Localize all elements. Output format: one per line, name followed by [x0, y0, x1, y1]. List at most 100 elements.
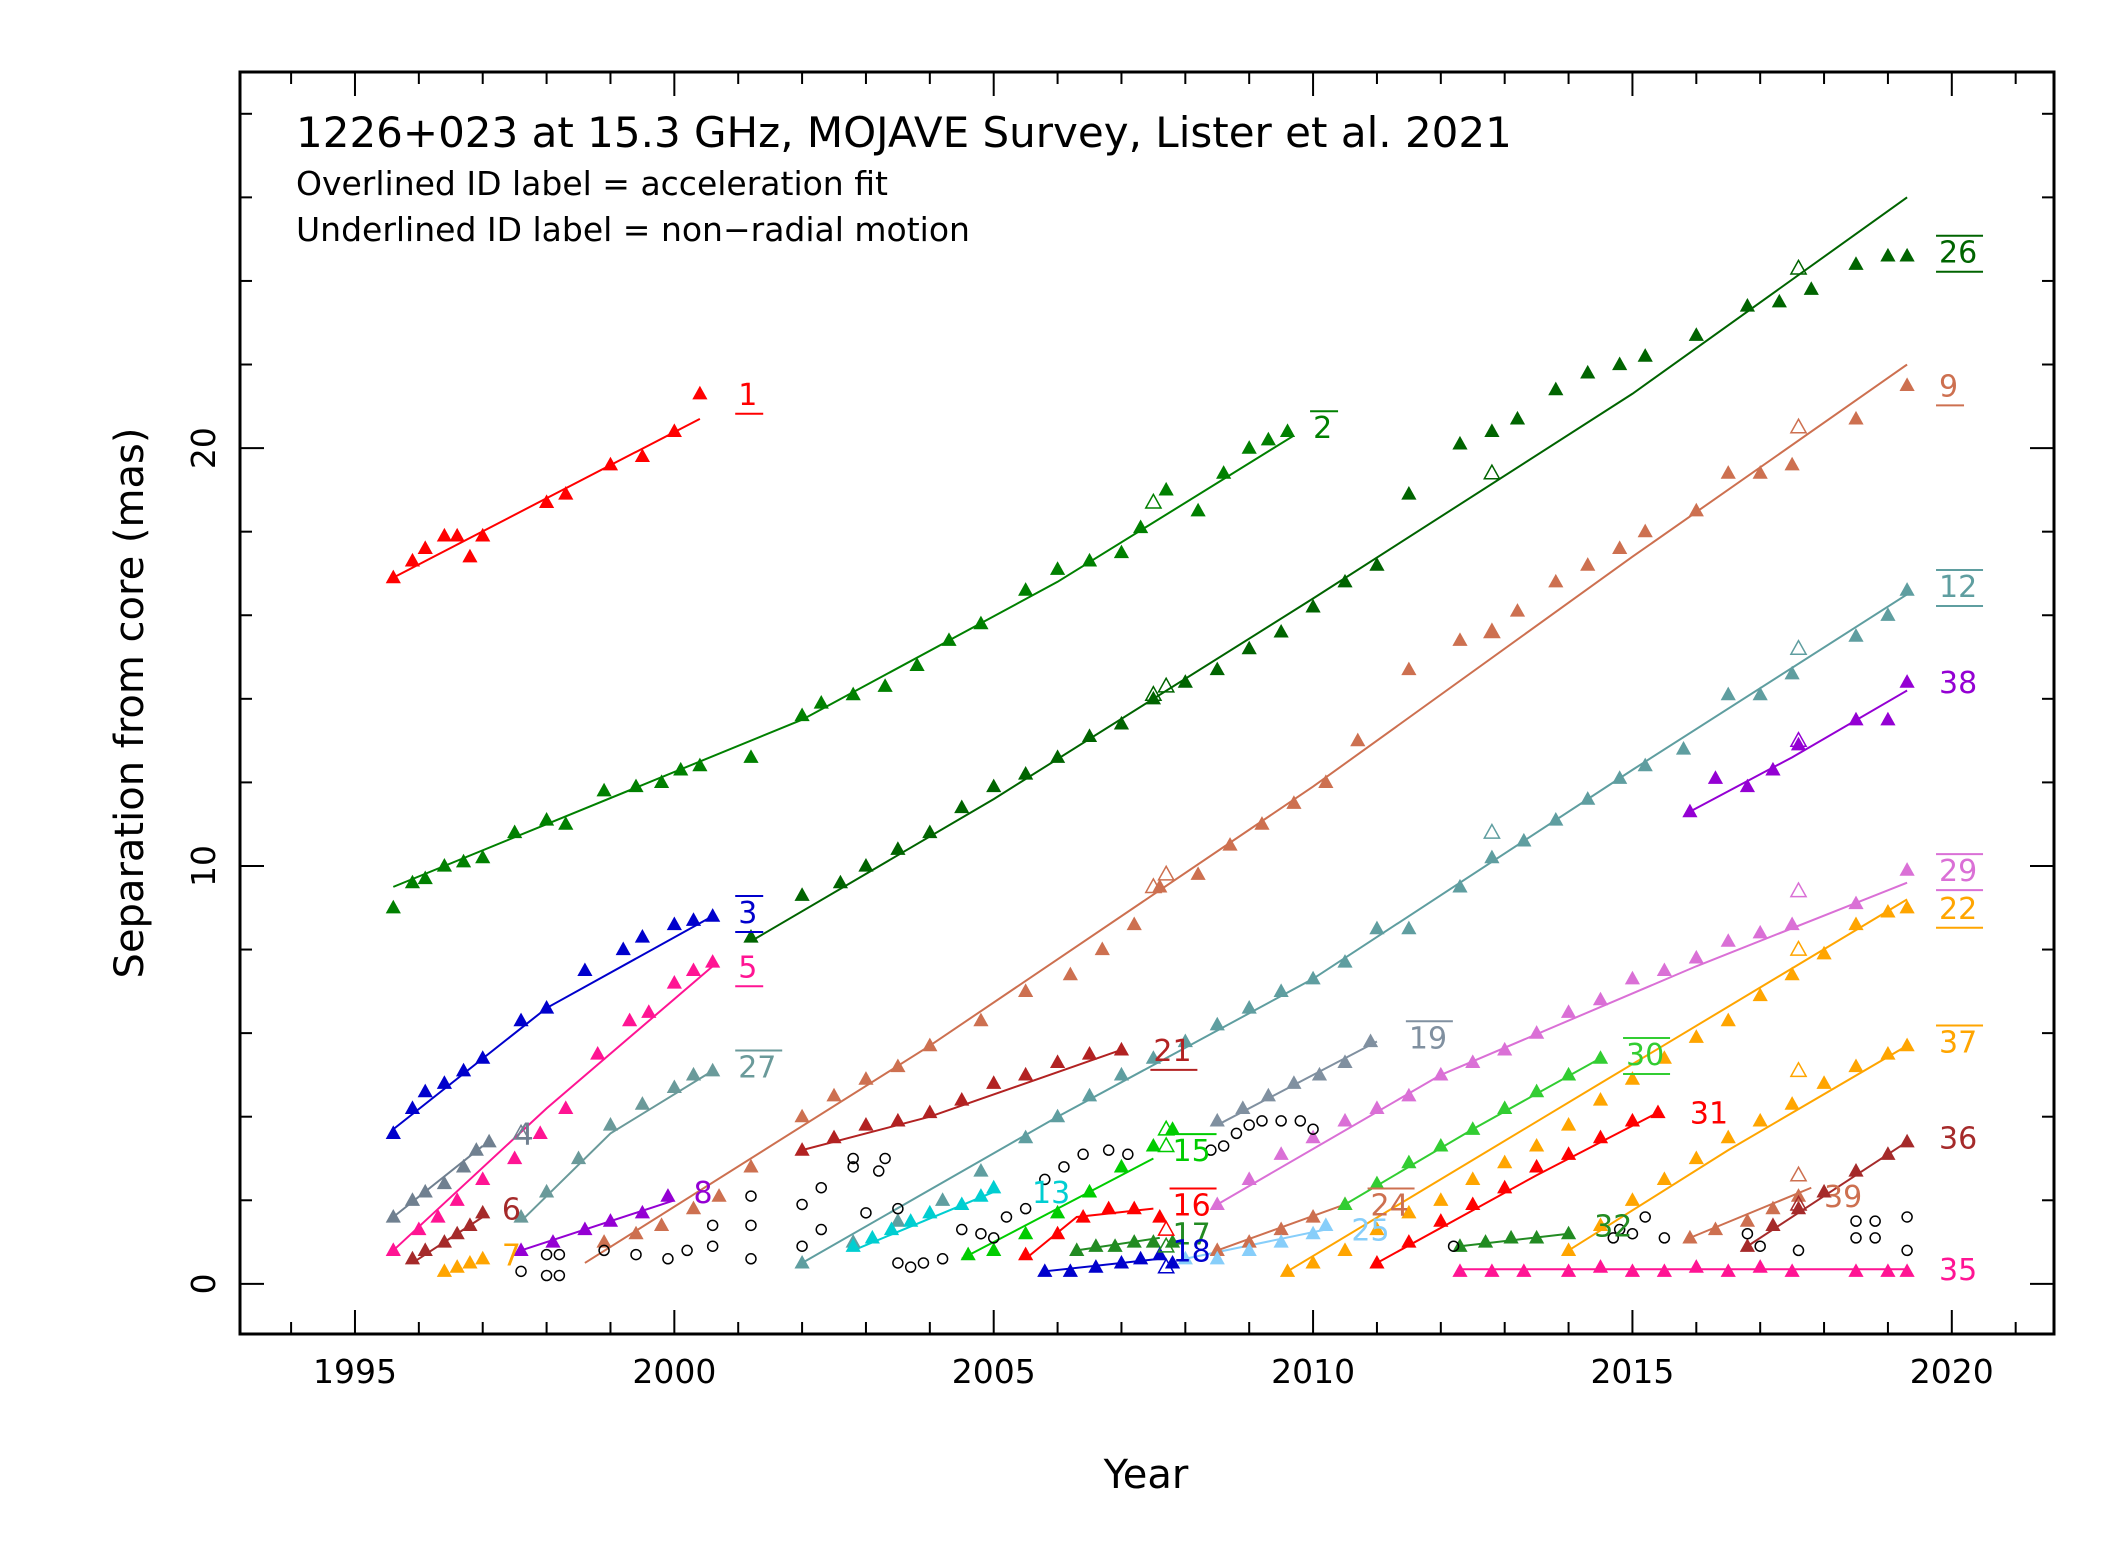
point-1: [475, 527, 491, 542]
unassociated-point: [553, 1269, 566, 1282]
x-tick-label: 2010: [1271, 1352, 1355, 1391]
point-16: [1018, 1246, 1034, 1261]
point-22: [1848, 916, 1864, 931]
point-26: [1452, 435, 1468, 450]
point-26: [954, 799, 970, 814]
point-9: [1062, 966, 1078, 981]
point-26: [794, 887, 810, 901]
point-31: [1433, 1213, 1449, 1227]
point-35: [1720, 1263, 1736, 1277]
unassociated-point: [1307, 1123, 1319, 1135]
open-point: [1144, 877, 1163, 894]
point-1: [436, 527, 452, 542]
point-31: [1650, 1104, 1666, 1119]
unassociated-point: [540, 1269, 553, 1282]
point-27: [685, 1066, 702, 1081]
fit-line-37: [1568, 1044, 1908, 1252]
fit-line-9: [584, 363, 1908, 1264]
open-point: [1789, 731, 1808, 747]
component-label-2: 2: [1313, 411, 1332, 446]
point-3: [577, 962, 593, 977]
point-12: [1899, 582, 1915, 596]
point-15: [1164, 1121, 1181, 1135]
point-12: [1675, 740, 1692, 755]
point-29: [1433, 1066, 1449, 1081]
point-37: [1899, 1037, 1915, 1052]
point-4: [468, 1142, 484, 1156]
point-21: [922, 1104, 938, 1119]
open-point: [1789, 258, 1808, 275]
point-9: [922, 1037, 938, 1052]
point-2: [1158, 481, 1174, 496]
point-2: [1018, 582, 1034, 596]
component-label-19: 19: [1409, 1021, 1447, 1056]
point-22: [1656, 1050, 1672, 1064]
point-9: [1899, 377, 1915, 392]
component-label-35: 35: [1939, 1253, 1977, 1288]
point-9: [1452, 632, 1468, 646]
point-2: [507, 824, 523, 839]
point-19: [1362, 1033, 1379, 1048]
point-2: [1081, 552, 1098, 567]
point-39: [1765, 1200, 1781, 1215]
point-18: [1062, 1263, 1078, 1277]
point-30: [1465, 1121, 1481, 1135]
point-5: [475, 1171, 491, 1185]
open-point: [1483, 622, 1501, 639]
point-26: [1145, 690, 1161, 705]
point-29: [1337, 1112, 1353, 1127]
point-2: [385, 899, 401, 914]
point-9: [1509, 603, 1526, 617]
point-32: [1529, 1229, 1545, 1244]
point-22: [1624, 1071, 1641, 1085]
point-35: [1624, 1263, 1641, 1277]
point-25: [1273, 1234, 1289, 1248]
point-26: [1637, 348, 1653, 362]
point-39: [1739, 1213, 1756, 1227]
point-8: [634, 1204, 651, 1219]
open-point: [1483, 823, 1501, 839]
unassociated-point: [1058, 1161, 1070, 1173]
unassociated-point: [1792, 1244, 1805, 1257]
point-27: [666, 1079, 682, 1094]
point-12: [1113, 1066, 1130, 1081]
unassociated-point: [1901, 1211, 1913, 1223]
point-4: [385, 1208, 401, 1223]
point-12: [1241, 1000, 1257, 1014]
point-21: [1018, 1066, 1034, 1081]
point-26: [1688, 327, 1704, 341]
point-12: [1018, 1129, 1034, 1144]
unassociated-point: [662, 1253, 674, 1265]
point-18: [1133, 1250, 1149, 1265]
open-point: [1789, 881, 1808, 898]
point-29: [1401, 1087, 1417, 1102]
component-label-9: 9: [1939, 369, 1958, 404]
component-label-16: 16: [1173, 1188, 1211, 1223]
component-label-30: 30: [1626, 1038, 1664, 1073]
point-12: [1145, 1050, 1161, 1064]
unassociated-point: [1256, 1115, 1268, 1127]
point-16: [1075, 1208, 1091, 1223]
point-26: [1177, 674, 1193, 688]
point-2: [1133, 519, 1149, 534]
point-3: [666, 916, 682, 931]
point-26: [986, 778, 1002, 793]
point-12: [1784, 665, 1800, 680]
point-9: [858, 1071, 874, 1085]
point-37: [1720, 1129, 1736, 1144]
point-3: [404, 1100, 421, 1114]
x-tick-label: 2005: [952, 1352, 1036, 1391]
point-2: [596, 782, 612, 797]
point-12: [794, 1254, 810, 1269]
unassociated-point: [1217, 1140, 1230, 1152]
fit-line-29: [1216, 881, 1908, 1206]
point-22: [1279, 1263, 1296, 1277]
point-26: [832, 874, 849, 889]
point-32: [1452, 1238, 1468, 1252]
component-label-39: 39: [1824, 1180, 1862, 1215]
point-29: [1465, 1054, 1481, 1068]
point-35: [1516, 1263, 1532, 1277]
point-15: [1018, 1225, 1034, 1240]
component-label-26: 26: [1939, 236, 1977, 271]
point-9: [826, 1087, 842, 1102]
